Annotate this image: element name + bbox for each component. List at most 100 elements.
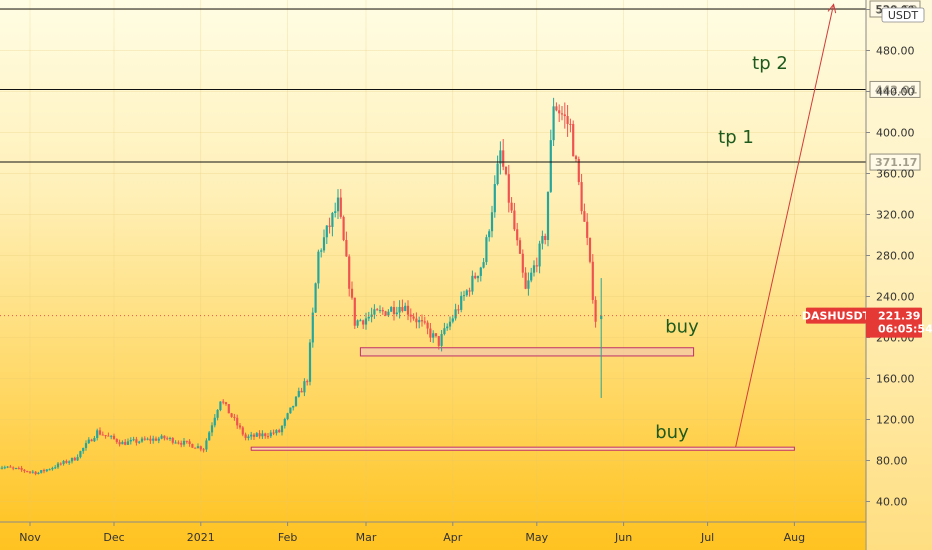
y-tick-label: 120.00 [876,414,915,427]
candle-body [420,320,424,322]
candle-body [93,438,96,442]
candle-body [236,417,239,426]
candle-body [303,381,306,393]
x-axis-panel [0,522,866,550]
x-tick-label: Feb [278,531,297,544]
candle-body [160,435,163,439]
candle-body [26,471,29,473]
candle-body [474,275,477,279]
countdown-label: 06:05:54 [878,323,932,336]
y-tick-label: 360.00 [876,168,915,181]
annotation-label: buy [665,316,699,337]
candle-body [17,467,20,469]
candle-body [406,305,410,315]
candle-body [401,306,404,311]
candle-body [59,463,62,465]
projection [735,3,837,448]
candle-body [583,211,586,222]
candle-body [600,315,603,320]
currency-badge[interactable] [881,7,925,23]
candle-body [90,439,93,442]
candle-body [485,237,488,263]
candle-body [591,261,594,300]
candle-body [415,318,418,323]
candle-body [152,438,155,441]
candle-body [549,140,552,192]
candle-body [37,472,40,475]
candle-body [12,467,15,469]
last-price-label: 221.39 [878,310,920,323]
annotation-label: buy [655,422,689,443]
candle-body [457,309,460,311]
candle-body [367,316,370,319]
candle-body [31,471,34,473]
candle-body [443,328,446,335]
x-tick-label: Nov [19,531,41,544]
candle-body [331,212,334,227]
projection-line [735,4,835,448]
candle-body [266,436,270,438]
candle-body [9,466,12,468]
candle-body [54,467,57,469]
candle-body [34,471,37,475]
candle-body [3,467,6,469]
candle-body [292,405,295,408]
candle-body [566,116,569,124]
buy-zone [359,347,695,357]
x-tick-label: 2021 [187,531,215,544]
candle-body [261,433,264,437]
symbol-badge [806,307,866,324]
candle-body [283,419,286,426]
x-tick-label: Mar [356,531,377,544]
candle-body [460,295,463,310]
candle-body [101,434,104,436]
candle-body [440,334,443,346]
candle-body [392,307,396,315]
candle-body [308,342,312,382]
symbol-label: DASHUSDT [802,310,871,323]
candle-body [314,283,317,313]
annotation-label: tp 1 [718,127,754,148]
y-axis[interactable]: 40.0080.00120.00160.00200.00240.00280.00… [865,0,932,550]
candle-body [138,441,141,443]
candle-body [541,235,544,244]
zones [250,347,795,451]
candle-body [224,402,228,405]
price-badge [866,307,922,338]
candle-body [336,197,340,212]
candle-body [502,150,505,167]
candle-body [574,156,578,160]
candle-body [56,463,60,468]
candle-body [588,237,592,262]
candle-body [264,433,267,437]
candle-body [504,166,508,175]
candle-body [45,469,48,472]
candle-body [555,106,558,111]
candle-body [115,438,118,443]
candle-body [272,432,275,434]
candle-body [563,114,566,117]
candle-body [107,435,110,437]
candle-body [210,425,214,433]
candle-body [149,438,152,441]
x-tick-label: Aug [784,531,805,544]
grid [0,0,866,522]
candle-body [199,446,202,450]
candle-body [479,267,482,276]
x-axis[interactable]: Nov Dec 2021 Feb Mar Apr May Jun Jul Aug [0,521,866,550]
candle-body [14,467,18,469]
x-tick-label: May [525,531,548,544]
candle-body [154,438,158,441]
candle-body [168,437,172,439]
candle-body [275,430,278,434]
candle-body [527,280,530,289]
candle-body [434,333,438,337]
candle-body [216,409,219,418]
x-tick-label: Dec [103,531,124,544]
candle-body [98,430,102,435]
candle-body [516,229,519,241]
candle-body [124,441,127,445]
candle-body [418,320,421,323]
